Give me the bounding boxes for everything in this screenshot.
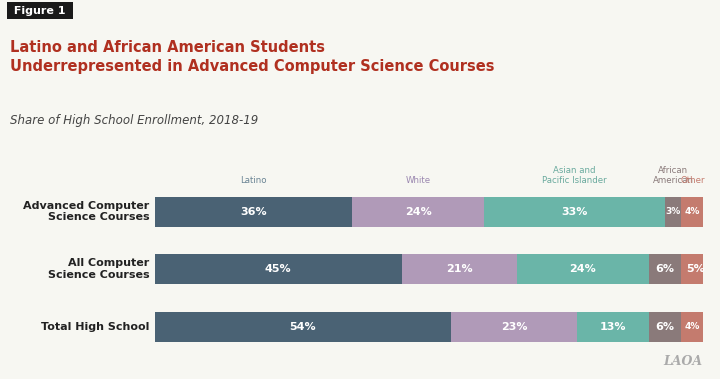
Bar <box>682 312 703 341</box>
Text: African
American: African American <box>653 166 694 185</box>
Text: 23%: 23% <box>501 322 528 332</box>
Text: 33%: 33% <box>562 207 588 216</box>
Bar <box>517 254 649 284</box>
Text: 24%: 24% <box>405 207 431 216</box>
Bar <box>155 197 352 227</box>
Text: 54%: 54% <box>289 322 316 332</box>
Text: 3%: 3% <box>665 207 681 216</box>
Bar <box>402 254 517 284</box>
Text: Advanced Computer
Science Courses: Advanced Computer Science Courses <box>23 201 149 222</box>
Text: Latino and African American Students
Underrepresented in Advanced Computer Scien: Latino and African American Students Und… <box>10 40 495 74</box>
Text: Asian and
Pacific Islander: Asian and Pacific Islander <box>542 166 607 185</box>
Text: 4%: 4% <box>685 322 700 331</box>
Bar <box>352 197 484 227</box>
Text: 13%: 13% <box>600 322 626 332</box>
Text: White: White <box>405 176 431 185</box>
Bar <box>649 312 682 341</box>
Bar <box>155 312 451 341</box>
Bar <box>682 197 703 227</box>
Text: 4%: 4% <box>685 207 700 216</box>
Bar <box>155 254 402 284</box>
Text: Figure 1: Figure 1 <box>10 6 69 16</box>
Text: All Computer
Science Courses: All Computer Science Courses <box>48 258 149 280</box>
Bar <box>649 254 682 284</box>
Text: 6%: 6% <box>655 264 675 274</box>
Text: 6%: 6% <box>655 322 675 332</box>
Text: Total High School: Total High School <box>41 322 149 332</box>
Text: 5%: 5% <box>686 264 705 274</box>
Text: Other: Other <box>680 176 705 185</box>
Bar <box>484 197 665 227</box>
Bar <box>577 312 649 341</box>
Bar <box>665 197 682 227</box>
Text: Share of High School Enrollment, 2018-19: Share of High School Enrollment, 2018-19 <box>10 114 258 127</box>
Text: 36%: 36% <box>240 207 267 216</box>
Text: 45%: 45% <box>265 264 292 274</box>
Text: LAOA: LAOA <box>663 355 702 368</box>
Text: Latino: Latino <box>240 176 267 185</box>
Text: 24%: 24% <box>570 264 596 274</box>
Bar <box>451 312 577 341</box>
Text: 21%: 21% <box>446 264 472 274</box>
Bar <box>682 254 709 284</box>
